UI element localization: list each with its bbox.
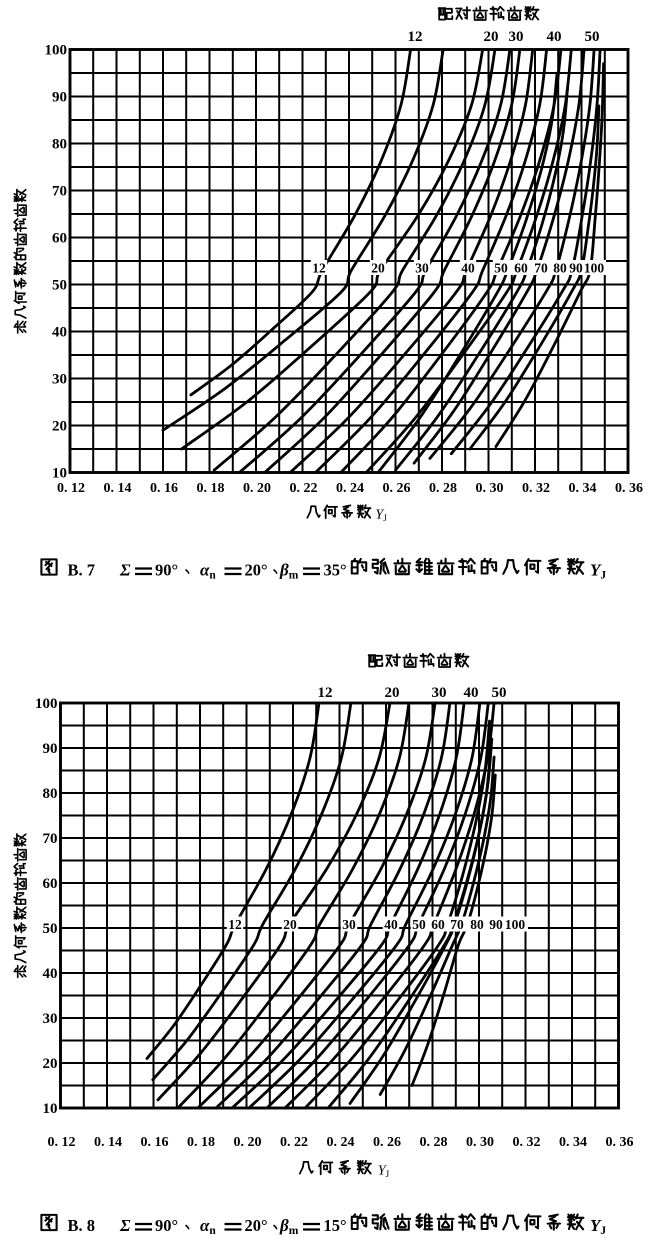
svg-text:0. 34: 0. 34: [569, 481, 597, 496]
svg-text:50: 50: [412, 917, 426, 932]
svg-text:0. 24: 0. 24: [336, 481, 364, 496]
svg-text:30: 30: [342, 917, 356, 932]
svg-text:12: 12: [228, 917, 242, 932]
svg-text:90: 90: [489, 917, 503, 932]
svg-text:40: 40: [461, 260, 475, 275]
svg-text:0. 26: 0. 26: [383, 481, 411, 496]
svg-text:0. 14: 0. 14: [104, 481, 132, 496]
svg-text:10: 10: [43, 1101, 58, 1117]
svg-text:Σ: Σ: [119, 1216, 131, 1235]
svg-text:12: 12: [408, 29, 423, 45]
svg-text:0. 22: 0. 22: [290, 481, 318, 496]
svg-text:90°: 90°: [155, 561, 178, 580]
svg-text:0. 32: 0. 32: [513, 1135, 541, 1150]
svg-text:40: 40: [43, 966, 58, 982]
svg-text:30: 30: [43, 1011, 58, 1027]
svg-text:0. 16: 0. 16: [150, 481, 178, 496]
svg-text:βm: βm: [279, 1216, 299, 1237]
svg-text:80: 80: [470, 917, 484, 932]
svg-text:0. 26: 0. 26: [373, 1135, 401, 1150]
svg-text:80: 80: [52, 137, 67, 153]
svg-text:0. 12: 0. 12: [48, 1135, 76, 1150]
svg-text:0. 16: 0. 16: [141, 1135, 169, 1150]
svg-text:40: 40: [52, 325, 67, 341]
svg-text:20: 20: [52, 419, 67, 435]
svg-text:80: 80: [553, 260, 567, 275]
svg-text:80: 80: [43, 786, 58, 802]
svg-text:40: 40: [464, 685, 479, 701]
svg-text:0. 24: 0. 24: [327, 1135, 355, 1150]
svg-text:30: 30: [415, 260, 429, 275]
svg-text:12: 12: [318, 685, 333, 701]
svg-text:20: 20: [283, 917, 297, 932]
svg-text:20°: 20°: [245, 561, 268, 580]
svg-text:βm: βm: [279, 561, 299, 582]
svg-text:αn: αn: [200, 561, 216, 582]
svg-text:60: 60: [514, 260, 528, 275]
svg-text:70: 70: [43, 831, 58, 847]
svg-text:20°: 20°: [245, 1216, 268, 1235]
svg-text:90°: 90°: [155, 1216, 178, 1235]
svg-text:15°: 15°: [324, 1216, 347, 1235]
svg-text:50: 50: [492, 685, 507, 701]
svg-text:100: 100: [505, 917, 526, 932]
svg-text:30: 30: [432, 685, 447, 701]
svg-text:70: 70: [52, 184, 67, 200]
svg-text:40: 40: [547, 29, 562, 45]
svg-text:50: 50: [52, 278, 67, 294]
svg-text:12: 12: [312, 260, 326, 275]
svg-text:0. 30: 0. 30: [476, 481, 504, 496]
svg-text:0. 14: 0. 14: [94, 1135, 122, 1150]
svg-text:0. 28: 0. 28: [429, 481, 457, 496]
svg-text:YJ: YJ: [590, 561, 606, 582]
svg-text:90: 90: [43, 741, 58, 757]
svg-text:100: 100: [35, 696, 58, 712]
svg-text:20: 20: [371, 260, 385, 275]
svg-text:0. 20: 0. 20: [243, 481, 271, 496]
svg-text:0. 28: 0. 28: [420, 1135, 448, 1150]
svg-text:50: 50: [585, 29, 600, 45]
svg-text:100: 100: [584, 260, 605, 275]
svg-text:B. 7: B. 7: [68, 561, 96, 580]
svg-text:30: 30: [509, 29, 524, 45]
svg-text:30: 30: [52, 372, 67, 388]
svg-text:0. 18: 0. 18: [187, 1135, 215, 1150]
svg-text:90: 90: [569, 260, 583, 275]
svg-text:60: 60: [43, 876, 58, 892]
svg-text:10: 10: [52, 466, 67, 482]
svg-text:0. 34: 0. 34: [559, 1135, 587, 1150]
svg-text:0. 32: 0. 32: [522, 481, 550, 496]
svg-text:0. 36: 0. 36: [606, 1135, 634, 1150]
svg-text:YJ: YJ: [378, 1164, 390, 1180]
svg-text:0. 20: 0. 20: [234, 1135, 262, 1150]
svg-text:20: 20: [43, 1056, 58, 1072]
svg-text:20: 20: [484, 29, 499, 45]
svg-text:Σ: Σ: [119, 561, 131, 580]
svg-text:0. 12: 0. 12: [57, 481, 85, 496]
svg-text:YJ: YJ: [375, 508, 387, 524]
svg-text:70: 70: [534, 260, 548, 275]
svg-text:0. 18: 0. 18: [197, 481, 225, 496]
svg-text:35°: 35°: [324, 561, 347, 580]
svg-text:100: 100: [45, 43, 68, 59]
svg-text:50: 50: [494, 260, 508, 275]
svg-text:90: 90: [52, 90, 67, 106]
svg-text:60: 60: [431, 917, 445, 932]
svg-text:70: 70: [450, 917, 464, 932]
svg-text:B. 8: B. 8: [68, 1216, 96, 1235]
svg-text:20: 20: [385, 685, 400, 701]
svg-text:40: 40: [384, 917, 398, 932]
svg-text:0. 30: 0. 30: [466, 1135, 494, 1150]
svg-text:50: 50: [43, 921, 58, 937]
svg-text:0. 22: 0. 22: [280, 1135, 308, 1150]
svg-text:αn: αn: [200, 1216, 216, 1237]
svg-text:YJ: YJ: [590, 1216, 606, 1237]
svg-text:0. 36: 0. 36: [615, 481, 643, 496]
svg-text:60: 60: [52, 231, 67, 247]
